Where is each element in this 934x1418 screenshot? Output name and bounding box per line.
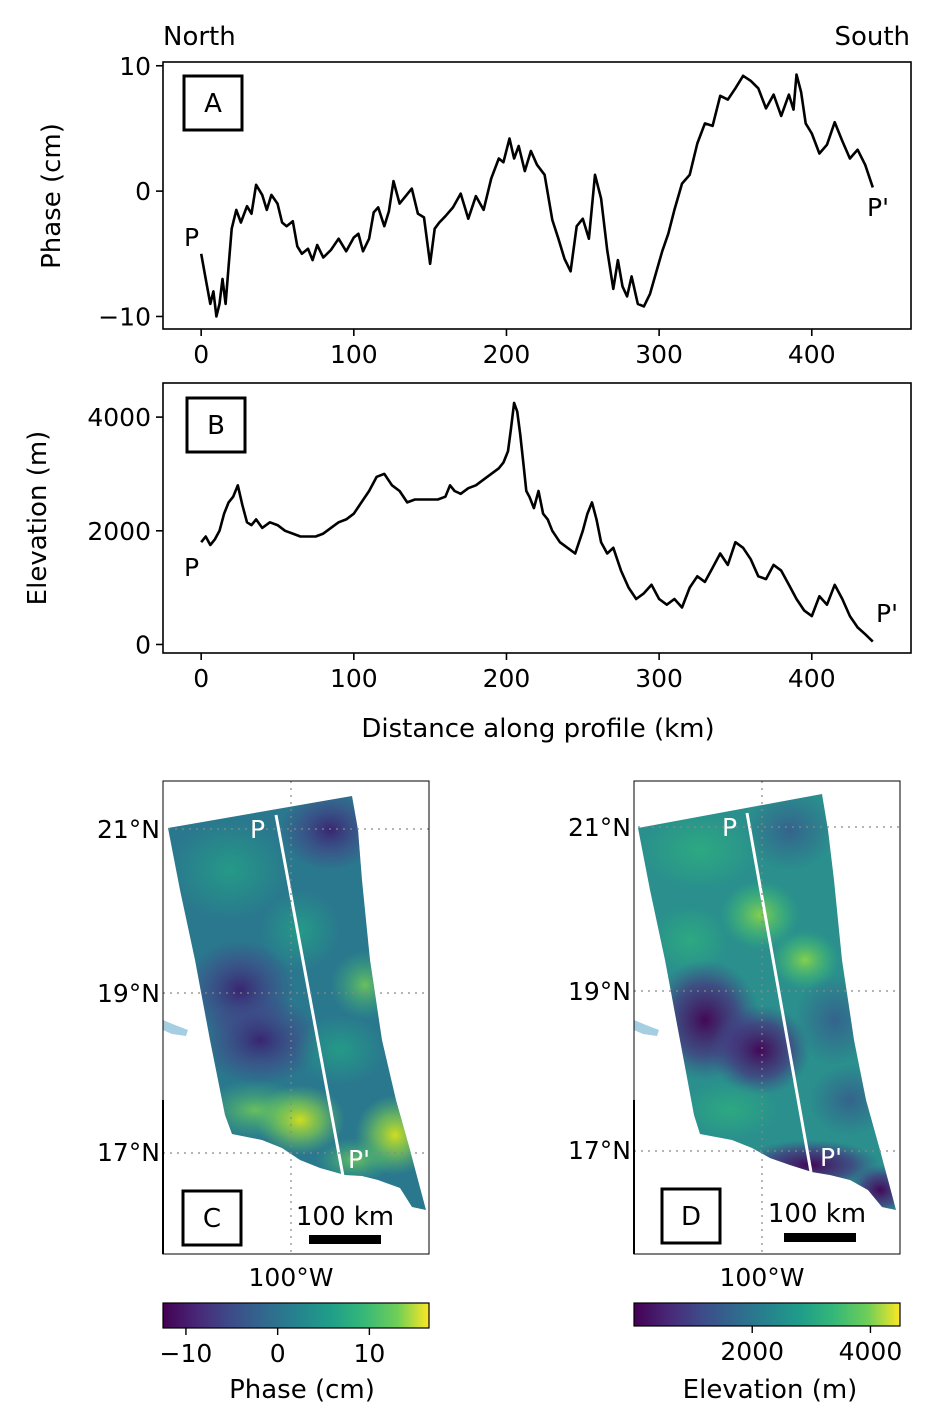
panel-b-label: B (207, 411, 225, 441)
map-d-pprime-label: P' (820, 1143, 842, 1172)
panel-a-label-box (182, 74, 244, 132)
map-c-profile-line (274, 814, 345, 1177)
map-d-label: D (681, 1202, 701, 1232)
panel-b-pprime-label: P' (876, 599, 898, 628)
map-d-profile-line (745, 812, 813, 1173)
panel-a-ytick-label: 0 (135, 177, 151, 206)
map-d: P P' 21°N 19°N 17°N 100°W D 100 km (568, 780, 901, 1292)
map-d-frame (633, 780, 901, 1255)
colorbar-tick-label: 2000 (720, 1337, 784, 1366)
header-north: North (163, 22, 236, 52)
colorbar-phase-ticks: −10 0 10 (160, 1328, 385, 1368)
colorbar-elevation-ticks: 2000 4000 (720, 1326, 902, 1366)
map-c-label-box (181, 1189, 243, 1247)
panel-a-xtick-label: 100 (330, 340, 378, 369)
panel-a-frame (162, 61, 912, 330)
panel-a-series-line (199, 73, 875, 318)
panel-b-series-line (200, 401, 874, 643)
colorbar-tick-label: −10 (160, 1339, 213, 1368)
map-d-scale-bar (784, 1233, 856, 1242)
panel-b-xtick-label: 0 (193, 664, 209, 693)
map-d-lon-label: 100°W (720, 1263, 805, 1292)
panel-a-xtick-label: 300 (635, 340, 683, 369)
panel-a-ylabel: Phase (cm) (37, 123, 67, 269)
panel-a-p-label: P (184, 223, 199, 252)
panel-a-ytick-label: 10 (119, 52, 151, 81)
panel-b-frame (162, 382, 912, 654)
colorbar-phase-label: Phase (cm) (229, 1375, 375, 1405)
map-c-lat-17: 17°N (97, 1138, 160, 1167)
map-d-scale-label: 100 km (768, 1199, 866, 1229)
panel-a-label: A (204, 89, 222, 119)
header-south: South (834, 22, 910, 52)
colorbar-elevation: 2000 4000 Elevation (m) (633, 1302, 902, 1405)
map-d-label-box (660, 1187, 722, 1245)
map-d-p-label: P (722, 813, 737, 842)
panel-a-xtick-label: 400 (788, 340, 836, 369)
panel-b-xtick-label: 300 (635, 664, 683, 693)
panel-a-ytick-label: −10 (98, 302, 151, 331)
colorbar-tick-label: 10 (353, 1339, 385, 1368)
colorbar-phase: −10 0 10 Phase (cm) (160, 1302, 430, 1405)
panel-b-xtick-label: 100 (330, 664, 378, 693)
panel-a-xtick-label: 0 (193, 340, 209, 369)
map-d-lat-17: 17°N (568, 1136, 631, 1165)
panel-b-label-box (185, 396, 247, 454)
panel-b-ytick-label: 0 (135, 630, 151, 659)
map-c-coast-water (163, 1020, 188, 1036)
map-c-label: C (203, 1204, 221, 1234)
panel-a: 0 100 200 300 400 −10 0 10 A Phase (cm) P P' (37, 52, 912, 369)
map-d-lat-21: 21°N (568, 813, 631, 842)
map-d-lat-19: 19°N (568, 977, 631, 1006)
colorbar-phase-bar (162, 1302, 430, 1329)
map-c-gridlines (163, 781, 429, 1254)
panel-b-ylabel: Elevation (m) (23, 431, 53, 606)
map-c-lon-label: 100°W (249, 1263, 334, 1292)
map-c-scale-label: 100 km (296, 1202, 394, 1232)
map-c-p-label: P (250, 815, 265, 844)
panel-b-xlabel: Distance along profile (km) (361, 714, 714, 744)
panel-b-xtick-label: 200 (483, 664, 531, 693)
panel-b-xtick-label: 400 (788, 664, 836, 693)
colorbar-elevation-bar (633, 1302, 901, 1327)
map-c-lat-19: 19°N (97, 979, 160, 1008)
map-c-scale-bar (309, 1235, 381, 1244)
map-d-gridlines (634, 781, 900, 1254)
map-c: P P' 21°N 19°N 17°N 100°W C 100 km (97, 780, 430, 1292)
panel-b-ytick-label: 4000 (87, 403, 151, 432)
map-c-frame (162, 780, 430, 1255)
colorbar-elevation-label: Elevation (m) (683, 1375, 858, 1405)
colorbar-tick-label: 0 (270, 1339, 286, 1368)
panel-b-p-label: P (184, 553, 199, 582)
panel-a-axes: 0 100 200 300 400 −10 0 10 (98, 52, 875, 369)
colorbar-tick-label: 4000 (839, 1337, 903, 1366)
map-c-pprime-label: P' (348, 1145, 370, 1174)
panel-b-ytick-label: 2000 (87, 517, 151, 546)
map-c-lat-21: 21°N (97, 815, 160, 844)
panel-a-pprime-label: P' (867, 193, 889, 222)
map-d-coast-water (634, 1020, 659, 1036)
panel-a-xtick-label: 200 (483, 340, 531, 369)
